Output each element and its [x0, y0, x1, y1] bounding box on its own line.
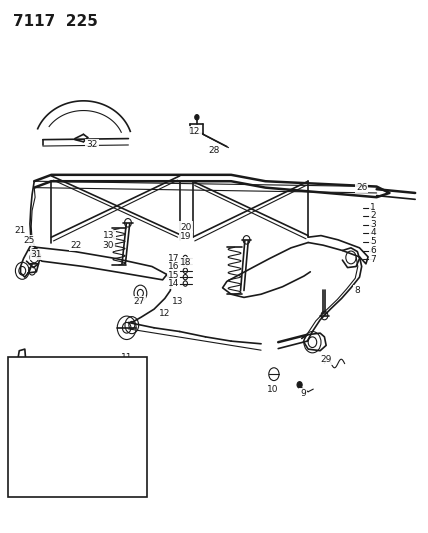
Text: 16: 16	[168, 262, 179, 271]
Text: 27: 27	[134, 297, 145, 305]
Text: 1: 1	[370, 203, 376, 212]
Text: 29: 29	[321, 356, 332, 364]
Bar	[8, 357, 147, 497]
Text: 25: 25	[24, 236, 35, 245]
Text: 6: 6	[370, 246, 376, 255]
Text: 4: 4	[370, 229, 376, 237]
Text: 27: 27	[12, 467, 24, 476]
Text: 20: 20	[181, 223, 192, 231]
Text: 30: 30	[103, 241, 114, 249]
Text: 19: 19	[181, 232, 192, 240]
Text: 7: 7	[49, 449, 55, 457]
Text: 28: 28	[208, 146, 220, 155]
Text: 7117  225: 7117 225	[13, 14, 98, 29]
Text: 22: 22	[71, 241, 82, 249]
Text: 24: 24	[30, 480, 41, 488]
Text: 12: 12	[189, 127, 200, 136]
Circle shape	[41, 412, 60, 435]
Text: 8: 8	[354, 286, 360, 295]
Text: 15: 15	[168, 271, 179, 279]
Text: 18: 18	[181, 258, 192, 266]
Text: 5: 5	[370, 237, 376, 246]
Text: 2: 2	[370, 212, 376, 220]
Text: 13: 13	[104, 231, 115, 240]
Text: 17: 17	[168, 254, 179, 263]
Text: 12: 12	[159, 309, 170, 318]
Text: 32: 32	[86, 141, 98, 149]
Text: 23: 23	[58, 439, 69, 448]
Text: 13: 13	[172, 297, 183, 305]
Text: 3: 3	[370, 220, 376, 229]
Circle shape	[45, 417, 56, 430]
Circle shape	[34, 403, 67, 444]
Text: 10: 10	[268, 385, 279, 393]
Text: 7: 7	[370, 255, 376, 263]
Text: 26: 26	[356, 183, 367, 192]
Text: 14: 14	[168, 279, 179, 288]
Text: 9: 9	[300, 389, 306, 398]
Circle shape	[297, 382, 302, 388]
Text: 31: 31	[31, 250, 42, 259]
Text: 21: 21	[15, 226, 26, 235]
Text: 11: 11	[121, 353, 132, 361]
Circle shape	[195, 115, 199, 120]
